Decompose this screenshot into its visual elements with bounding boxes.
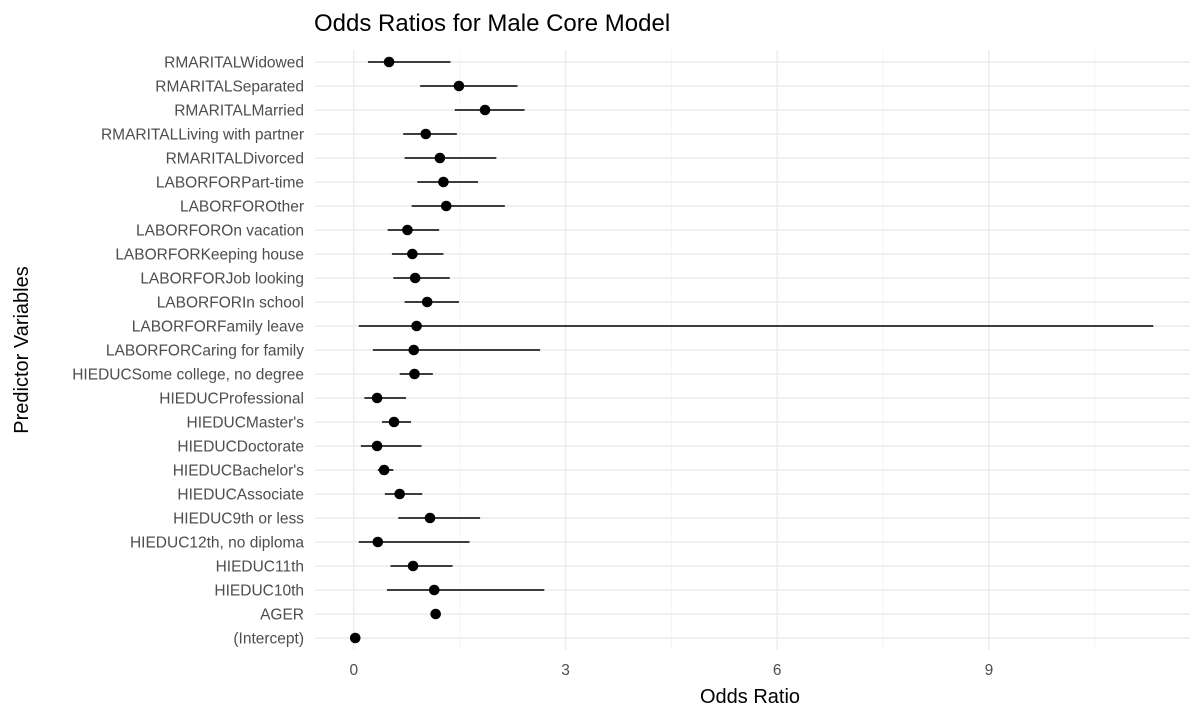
y-axis-title: Predictor Variables [11, 266, 33, 433]
odds-ratio-point [378, 464, 390, 476]
odds-ratio-point [438, 176, 449, 188]
y-tick-label: HIEDUCDoctorate [177, 439, 304, 456]
odds-ratio-point [408, 344, 420, 356]
odds-ratio-point [371, 440, 383, 452]
odds-ratio-point [394, 488, 405, 500]
label-layer: 0 3 6 9 (Intercept) AGER HIEDUC10th HIEDUC11th H… [72, 55, 993, 680]
odds-ratio-point [402, 224, 413, 236]
y-tick-label: LABORFORCaring for family [106, 343, 304, 360]
y-tick-label: LABORFOROther [180, 199, 304, 216]
y-tick-label: RMARITALWidowed [164, 55, 304, 72]
x-axis-title: Odds Ratio [700, 686, 800, 708]
odds-ratio-point [434, 152, 446, 164]
y-tick-label: AGER [260, 607, 304, 624]
odds-ratio-point [409, 272, 421, 284]
odds-ratio-point [407, 560, 419, 572]
y-tick-label: HIEDUC12th, no diploma [130, 535, 304, 552]
odds-ratio-point [430, 608, 441, 620]
y-tick-label: RMARITALLiving with partner [101, 127, 304, 144]
odds-ratio-point [372, 536, 384, 548]
odds-ratio-point [349, 632, 361, 644]
y-tick-label: LABORFORFamily leave [132, 319, 304, 336]
y-tick-label: HIEDUCBachelor's [173, 463, 305, 480]
y-tick-label: LABORFORPart-time [156, 175, 304, 192]
chart-title: Odds Ratios for Male Core Model [314, 10, 670, 37]
odds-ratio-point [421, 296, 433, 308]
y-tick-label: HIEDUC9th or less [173, 511, 304, 528]
y-tick-label: HIEDUCMaster's [187, 415, 305, 432]
x-tick-label: 3 [561, 662, 570, 679]
x-tick-label: 0 [349, 662, 358, 679]
odds-ratio-point [479, 104, 491, 116]
point-layer [349, 56, 491, 644]
odds-ratio-point [440, 200, 452, 212]
odds-ratio-point [428, 584, 440, 596]
odds-ratio-point [420, 128, 432, 140]
y-tick-label: HIEDUC11th [216, 559, 304, 576]
y-tick-label: LABORFORIn school [157, 295, 304, 312]
y-tick-label: HIEDUCProfessional [159, 391, 304, 408]
y-tick-label: RMARITALSeparated [155, 79, 304, 96]
odds-ratio-point [383, 56, 395, 68]
y-tick-label: LABORFORJob looking [140, 271, 304, 288]
odds-ratio-point [453, 80, 465, 92]
y-tick-label: HIEDUCSome college, no degree [72, 367, 304, 384]
odds-ratio-point [371, 392, 383, 404]
y-tick-label: LABORFOROn vacation [136, 223, 304, 240]
y-tick-label: HIEDUC10th [214, 583, 304, 600]
odds-ratio-point [409, 368, 420, 380]
odds-ratio-point [388, 416, 400, 428]
x-tick-label: 6 [773, 662, 782, 679]
y-tick-label: LABORFORKeeping house [115, 247, 304, 264]
odds-ratio-point [424, 512, 436, 524]
y-tick-label: (Intercept) [233, 631, 304, 648]
y-tick-label: HIEDUCAssociate [177, 487, 304, 504]
x-tick-label: 9 [985, 662, 994, 679]
odds-ratio-point [407, 248, 418, 260]
y-tick-label: RMARITALDivorced [166, 151, 304, 168]
y-tick-label: RMARITALMarried [174, 103, 304, 120]
odds-ratio-point [411, 320, 422, 332]
